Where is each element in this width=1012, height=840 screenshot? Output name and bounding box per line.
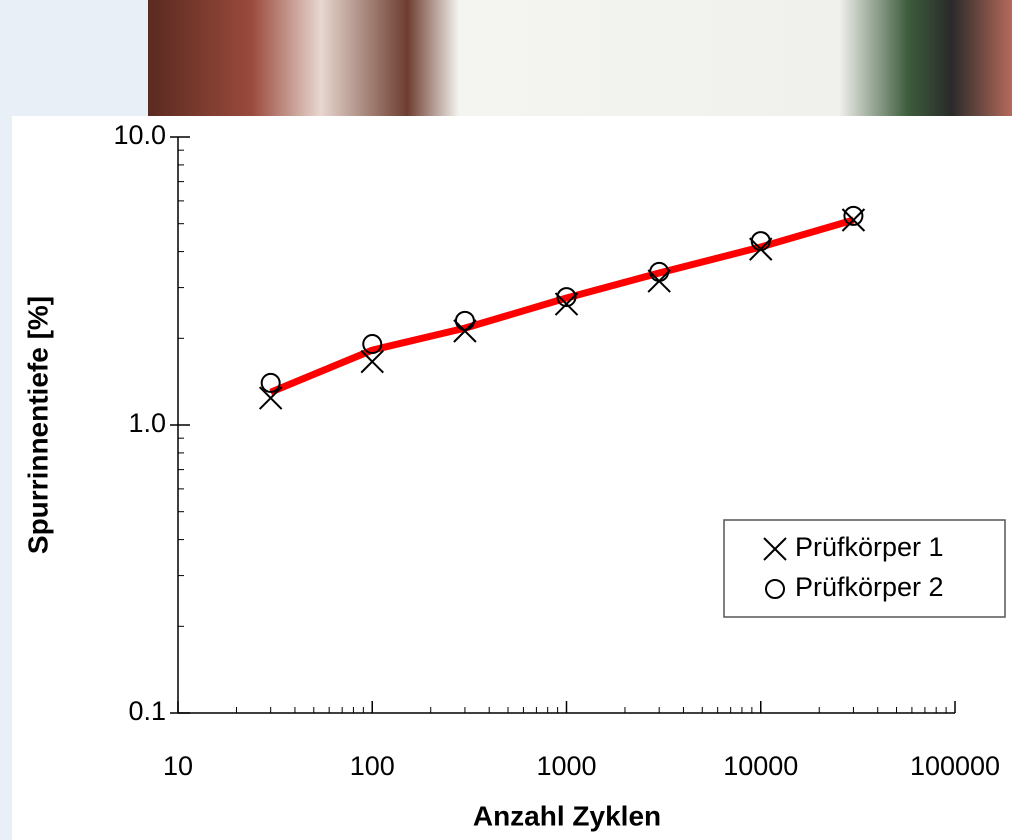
point [360,349,384,374]
point [649,261,670,282]
legend-label: Prüfkörper 1 [795,532,944,562]
plot-background [12,116,1012,840]
y-axis-title: Spurrinnentiefe [%] [22,296,53,554]
x-axis-title: Anzahl Zyklen [473,800,661,831]
point [362,334,383,355]
y-tick-label: 10.0 [113,120,166,150]
point [453,319,477,343]
point [750,231,771,252]
x-tick-label: 100000 [910,751,1000,781]
legend-marker [765,579,785,599]
point [554,292,579,316]
x-tick-label: 100 [350,751,395,781]
point [556,287,577,308]
point [454,310,475,331]
y-tick-label: 1.0 [128,408,166,438]
y-tick-label: 0.1 [128,696,166,726]
x-tick-label: 10000 [723,751,798,781]
legend-marker [763,537,787,561]
legend [723,519,1006,618]
legend-label: Prüfkörper 2 [795,572,944,602]
x-tick-label: 10 [163,751,193,781]
photo [148,0,1012,118]
fit-line [269,216,855,396]
point [260,372,281,393]
point [258,386,283,410]
point [843,205,864,226]
x-tick-label: 1000 [536,751,596,781]
